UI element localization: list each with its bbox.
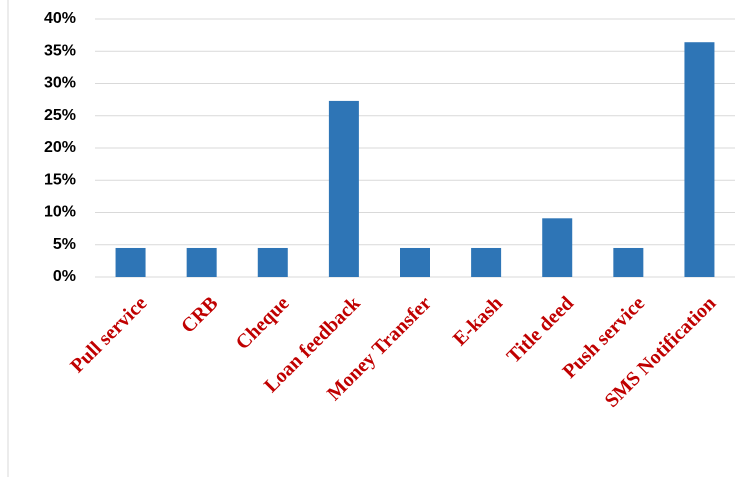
bar <box>257 247 288 277</box>
y-tick-label: 15% <box>44 171 76 188</box>
x-tick-label: Title deed <box>503 292 578 367</box>
y-tick-label: 20% <box>44 139 76 156</box>
bar <box>328 100 359 277</box>
y-tick-label: 5% <box>53 236 76 253</box>
y-tick-label: 40% <box>44 10 76 27</box>
bar <box>115 247 146 277</box>
bar <box>400 247 430 277</box>
y-tick-label: 25% <box>44 107 76 124</box>
x-tick-label: E-kash <box>449 292 507 350</box>
bar <box>613 247 644 277</box>
bar <box>684 42 715 277</box>
y-tick-label: 30% <box>44 75 76 92</box>
x-tick-label: CRB <box>177 292 222 337</box>
bar <box>186 247 217 277</box>
x-tick-label: Pull service <box>66 292 151 377</box>
y-tick-label: 10% <box>44 204 76 221</box>
bar <box>471 247 502 277</box>
y-tick-label: 35% <box>44 42 76 59</box>
bar <box>542 218 573 277</box>
y-tick-label: 0% <box>53 268 76 285</box>
x-tick-label: Cheque <box>232 292 294 354</box>
